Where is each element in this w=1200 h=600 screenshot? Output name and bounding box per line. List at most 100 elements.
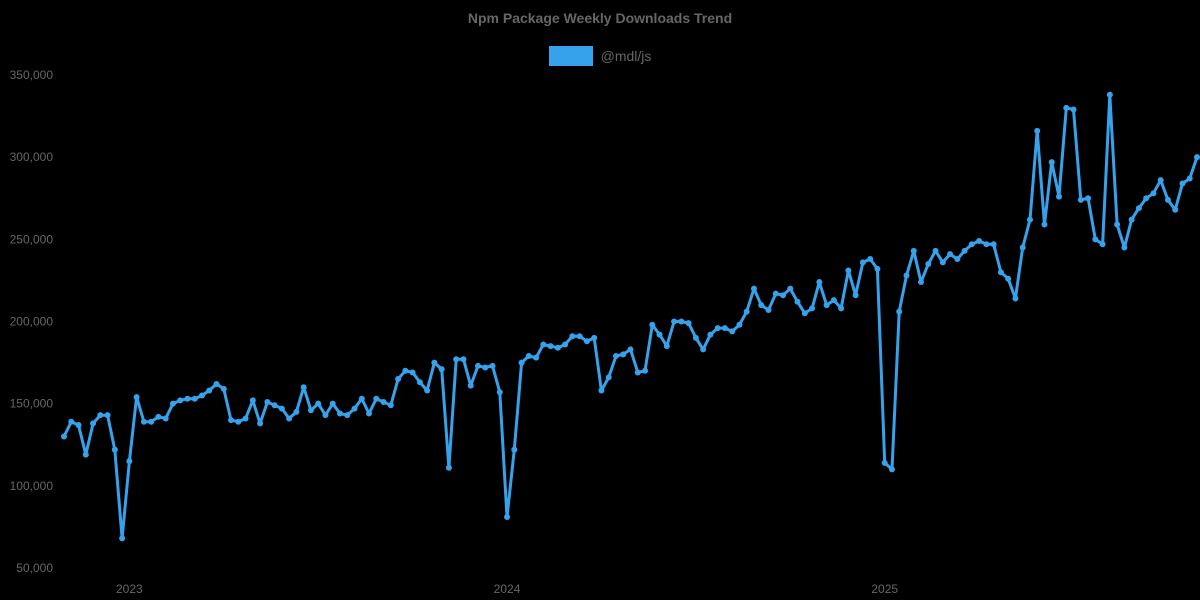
data-point[interactable] (838, 305, 845, 312)
data-point[interactable] (206, 387, 213, 394)
data-point[interactable] (307, 407, 314, 414)
data-point[interactable] (649, 321, 656, 328)
data-point[interactable] (794, 298, 801, 305)
data-point[interactable] (569, 333, 576, 340)
data-point[interactable] (816, 279, 823, 286)
data-point[interactable] (809, 305, 816, 312)
data-point[interactable] (1026, 216, 1033, 223)
data-point[interactable] (605, 374, 612, 381)
data-point[interactable] (968, 241, 975, 248)
data-point[interactable] (881, 459, 888, 466)
data-point[interactable] (1041, 221, 1048, 228)
data-point[interactable] (75, 422, 82, 429)
data-point[interactable] (671, 318, 678, 325)
data-point[interactable] (1106, 91, 1113, 98)
data-point[interactable] (925, 260, 932, 267)
data-point[interactable] (830, 297, 837, 304)
data-point[interactable] (547, 343, 554, 350)
data-point[interactable] (765, 306, 772, 313)
data-point[interactable] (351, 405, 358, 412)
data-point[interactable] (1034, 127, 1041, 134)
data-point[interactable] (438, 366, 445, 373)
data-point[interactable] (845, 267, 852, 274)
data-point[interactable] (533, 354, 540, 361)
data-point[interactable] (460, 356, 467, 363)
data-point[interactable] (213, 380, 220, 387)
data-point[interactable] (721, 325, 728, 332)
data-point[interactable] (1063, 104, 1070, 111)
data-point[interactable] (402, 367, 409, 374)
data-point[interactable] (576, 333, 583, 340)
data-point[interactable] (525, 353, 532, 360)
data-point[interactable] (264, 399, 271, 406)
data-point[interactable] (990, 241, 997, 248)
data-point[interactable] (431, 359, 438, 366)
data-point[interactable] (562, 341, 569, 348)
data-point[interactable] (177, 397, 184, 404)
data-point[interactable] (918, 279, 925, 286)
data-point[interactable] (1121, 244, 1128, 251)
data-point[interactable] (82, 451, 89, 458)
data-point[interactable] (416, 379, 423, 386)
data-point[interactable] (656, 331, 663, 338)
data-point[interactable] (453, 356, 460, 363)
data-point[interactable] (1099, 241, 1106, 248)
data-point[interactable] (1186, 175, 1193, 182)
data-point[interactable] (1157, 177, 1164, 184)
data-point[interactable] (1143, 195, 1150, 202)
data-point[interactable] (315, 400, 322, 407)
data-point[interactable] (685, 320, 692, 327)
data-point[interactable] (198, 392, 205, 399)
data-point[interactable] (104, 412, 111, 419)
data-point[interactable] (278, 405, 285, 412)
data-point[interactable] (583, 338, 590, 345)
data-point[interactable] (591, 334, 598, 341)
data-point[interactable] (852, 292, 859, 299)
data-point[interactable] (482, 364, 489, 371)
data-point[interactable] (336, 410, 343, 417)
data-point[interactable] (1135, 205, 1142, 212)
data-point[interactable] (322, 412, 329, 419)
data-point[interactable] (939, 259, 946, 266)
data-point[interactable] (983, 241, 990, 248)
data-point[interactable] (1172, 206, 1179, 213)
data-point[interactable] (1005, 275, 1012, 282)
legend-label[interactable]: @mdl/js (600, 48, 652, 64)
data-point[interactable] (191, 395, 198, 402)
data-point[interactable] (997, 269, 1004, 276)
data-point[interactable] (743, 308, 750, 315)
data-point[interactable] (300, 384, 307, 391)
data-point[interactable] (1077, 196, 1084, 203)
data-point[interactable] (620, 351, 627, 358)
data-point[interactable] (474, 362, 481, 369)
data-point[interactable] (97, 412, 104, 419)
data-point[interactable] (467, 382, 474, 389)
data-point[interactable] (801, 310, 808, 317)
data-point[interactable] (344, 412, 351, 419)
data-point[interactable] (366, 410, 373, 417)
data-point[interactable] (286, 415, 293, 422)
data-point[interactable] (729, 328, 736, 335)
data-point[interactable] (235, 418, 242, 425)
data-point[interactable] (148, 418, 155, 425)
data-point[interactable] (133, 394, 140, 401)
data-point[interactable] (68, 418, 75, 425)
data-point[interactable] (896, 308, 903, 315)
data-point[interactable] (961, 247, 968, 254)
data-point[interactable] (155, 413, 162, 420)
data-point[interactable] (772, 290, 779, 297)
data-point[interactable] (228, 417, 235, 424)
data-point[interactable] (496, 389, 503, 396)
data-point[interactable] (90, 420, 97, 427)
data-point[interactable] (874, 265, 881, 272)
data-point[interactable] (823, 302, 830, 309)
data-point[interactable] (1150, 190, 1157, 197)
data-point[interactable] (518, 359, 525, 366)
data-point[interactable] (257, 420, 264, 427)
data-point[interactable] (642, 367, 649, 374)
data-point[interactable] (1085, 195, 1092, 202)
data-point[interactable] (903, 272, 910, 279)
data-point[interactable] (554, 344, 561, 351)
data-point[interactable] (380, 399, 387, 406)
data-point[interactable] (714, 325, 721, 332)
